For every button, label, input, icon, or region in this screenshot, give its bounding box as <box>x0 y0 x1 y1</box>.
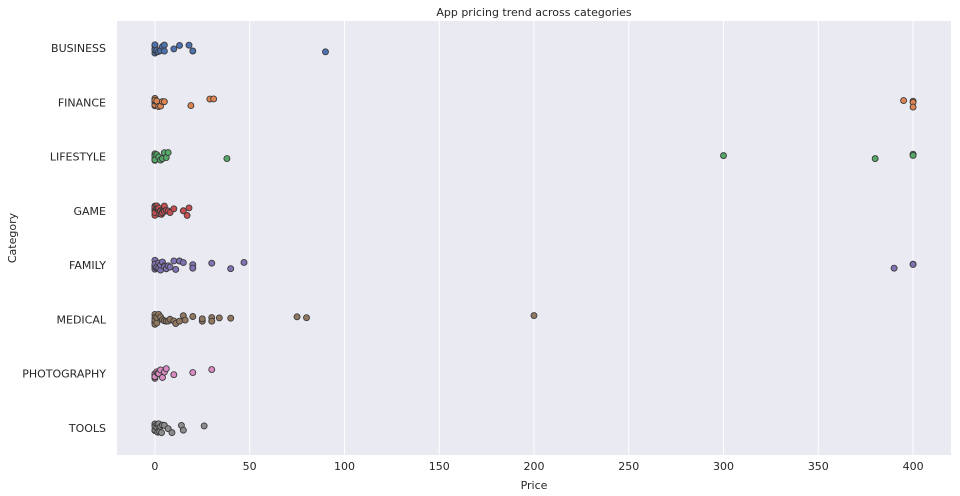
data-point <box>166 263 174 271</box>
data-point <box>189 369 197 376</box>
data-point <box>208 259 216 267</box>
data-point <box>293 313 301 321</box>
data-points <box>151 41 917 437</box>
data-point <box>160 47 168 55</box>
y-tick-labels: BUSINESS FINANCE LIFESTYLE GAME FAMILY MEDICA… <box>22 42 107 435</box>
x-axis-label: Price <box>521 479 548 492</box>
data-point <box>208 366 216 374</box>
data-point <box>227 314 235 322</box>
data-point <box>162 365 170 373</box>
data-point <box>164 149 172 156</box>
data-point <box>900 97 908 105</box>
y-tick-label: FAMILY <box>69 259 106 272</box>
data-point <box>909 103 917 111</box>
data-point <box>322 48 329 56</box>
data-point <box>179 426 187 434</box>
data-point <box>160 98 168 106</box>
data-point <box>208 317 216 325</box>
data-point <box>720 152 727 160</box>
data-point <box>176 42 183 49</box>
data-point <box>170 371 178 379</box>
data-point <box>890 264 898 272</box>
x-tick-labels: 0 50 100 150 200 250 300 350 400 <box>151 460 923 473</box>
data-point <box>179 259 187 267</box>
data-point <box>198 315 206 323</box>
data-point <box>183 211 191 219</box>
data-point <box>530 312 538 320</box>
data-point <box>176 317 183 325</box>
data-point <box>240 259 248 266</box>
data-point <box>909 151 917 159</box>
data-point <box>185 204 193 212</box>
x-tick-label: 200 <box>524 460 545 473</box>
grid <box>154 21 914 455</box>
x-tick-label: 300 <box>713 460 734 473</box>
data-point <box>227 265 235 273</box>
data-point <box>215 314 223 322</box>
data-point <box>909 260 917 268</box>
x-tick-label: 150 <box>429 460 450 473</box>
data-point <box>189 264 197 272</box>
y-tick-label: MEDICAL <box>57 313 107 326</box>
x-tick-label: 0 <box>151 460 158 473</box>
data-point <box>189 47 197 55</box>
data-point <box>189 313 197 320</box>
data-point <box>223 155 231 162</box>
data-point <box>170 205 178 213</box>
y-tick-label: TOOLS <box>68 422 106 435</box>
data-point <box>172 266 180 273</box>
x-tick-label: 50 <box>243 460 257 473</box>
data-point <box>160 41 168 49</box>
y-tick-label: GAME <box>74 205 107 218</box>
x-tick-label: 350 <box>808 460 829 473</box>
data-point <box>181 316 189 324</box>
data-point <box>303 314 310 322</box>
y-tick-label: PHOTOGRAPHY <box>22 368 106 381</box>
data-point <box>871 155 879 163</box>
data-point <box>179 207 187 215</box>
data-point <box>168 429 176 437</box>
data-point <box>158 429 165 437</box>
data-point <box>210 95 218 103</box>
data-point <box>170 45 178 53</box>
data-point <box>187 102 195 110</box>
y-tick-label: FINANCE <box>58 96 106 109</box>
data-point <box>185 41 193 49</box>
y-tick-label: LIFESTYLE <box>50 151 106 164</box>
y-axis-label: Category <box>6 212 19 263</box>
x-tick-label: 100 <box>334 460 355 473</box>
x-tick-label: 250 <box>618 460 639 473</box>
data-point <box>170 257 178 265</box>
x-tick-label: 400 <box>903 460 924 473</box>
data-point <box>200 422 208 430</box>
y-tick-label: BUSINESS <box>51 42 106 55</box>
chart-title: App pricing trend across categories <box>436 6 632 19</box>
